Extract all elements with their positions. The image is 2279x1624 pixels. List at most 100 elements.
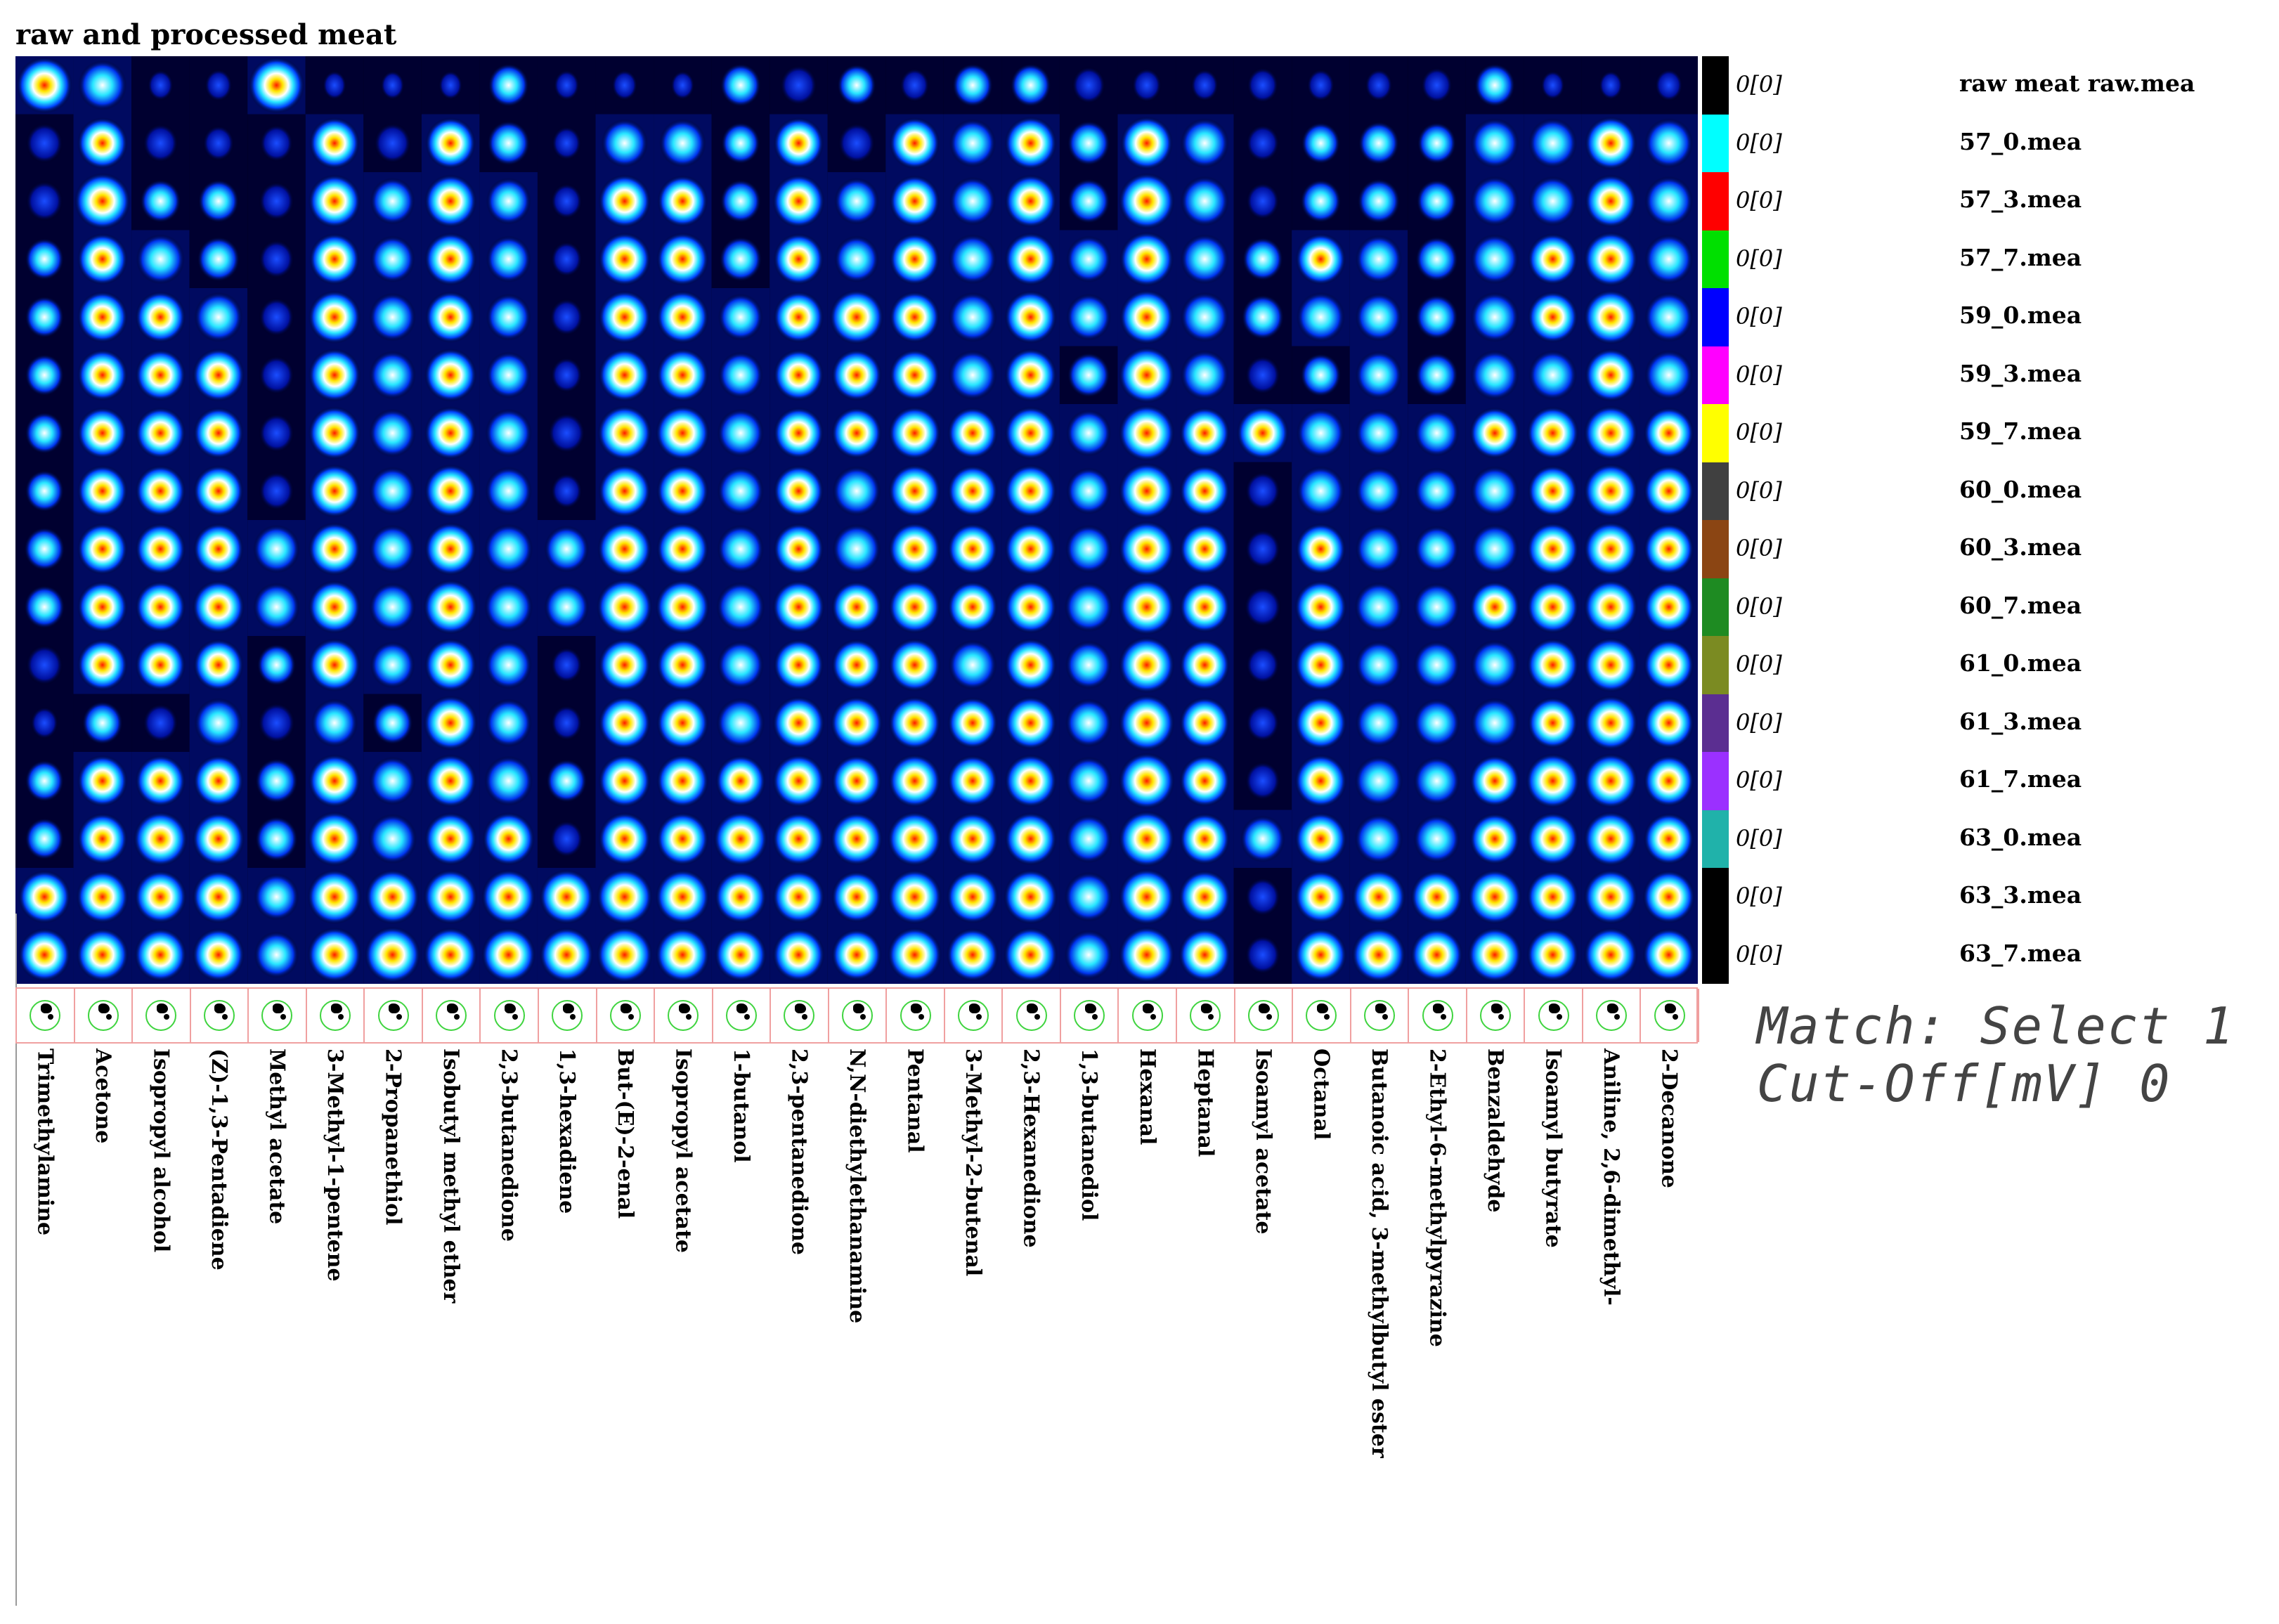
pattern-cell[interactable]	[1641, 989, 1699, 1042]
heatmap-spot	[380, 70, 405, 100]
pattern-cell[interactable]	[1003, 989, 1061, 1042]
heatmap-spot	[889, 291, 940, 343]
sample-label[interactable]: 63_7.mea	[1959, 939, 2082, 967]
pattern-cell[interactable]	[191, 989, 249, 1042]
heatmap-spot	[307, 927, 362, 982]
heatmap-spot	[424, 348, 477, 402]
legend-color-chip[interactable]	[1702, 56, 1729, 115]
pattern-cell[interactable]	[249, 989, 307, 1042]
pattern-dot-icon	[1556, 1014, 1562, 1020]
pattern-cell[interactable]	[597, 989, 656, 1042]
heatmap-spot	[1355, 292, 1403, 342]
sample-label[interactable]: 57_7.mea	[1959, 243, 2082, 271]
legend-color-chip[interactable]	[1702, 172, 1729, 230]
heatmap-spot	[1354, 755, 1403, 806]
heatmap-spot	[544, 583, 590, 631]
pattern-cell[interactable]	[1061, 989, 1119, 1042]
legend-color-chip[interactable]	[1702, 114, 1729, 172]
pattern-cell[interactable]	[423, 989, 481, 1042]
legend-color-chip[interactable]	[1702, 462, 1729, 520]
pattern-cell[interactable]	[1119, 989, 1178, 1042]
pattern-blob-icon	[1259, 1003, 1271, 1014]
legend-color-chip[interactable]	[1702, 694, 1729, 752]
pattern-cell[interactable]	[1467, 989, 1526, 1042]
pattern-blob-icon	[505, 1003, 517, 1014]
heatmap-spot	[254, 873, 299, 921]
heatmap-spot	[424, 522, 477, 576]
heatmap-spot	[192, 348, 245, 402]
heatmap-spot	[598, 638, 651, 692]
pattern-cell[interactable]	[829, 989, 888, 1042]
pattern-cell[interactable]	[1583, 989, 1642, 1042]
heatmap-spot	[1583, 637, 1638, 693]
heatmap-spot	[552, 126, 582, 160]
sample-label[interactable]: 61_7.mea	[1959, 765, 2082, 793]
heatmap-spot	[550, 473, 583, 509]
page-title: raw and processed meat	[15, 18, 397, 51]
heatmap-spot	[1469, 407, 1520, 459]
pattern-cell[interactable]	[1177, 989, 1235, 1042]
pattern-cell[interactable]	[771, 989, 829, 1042]
heatmap-spot	[596, 578, 653, 635]
heatmap-spot	[135, 523, 186, 575]
heatmap-spot	[25, 760, 65, 803]
pattern-cell[interactable]	[1409, 989, 1467, 1042]
heatmap-spot	[837, 64, 876, 107]
sample-label[interactable]: 63_3.mea	[1959, 881, 2082, 909]
heatmap-spot	[831, 639, 882, 691]
legend-color-chip[interactable]	[1702, 230, 1729, 288]
sample-label[interactable]: 60_7.mea	[1959, 591, 2082, 619]
legend-color-chip[interactable]	[1702, 520, 1729, 578]
sample-label[interactable]: 59_7.mea	[1959, 417, 2082, 446]
sample-label[interactable]: 63_0.mea	[1959, 823, 2082, 851]
heatmap-spot	[597, 521, 652, 577]
sample-label[interactable]: 61_3.mea	[1959, 707, 2082, 735]
sample-label[interactable]: 60_3.mea	[1959, 533, 2082, 561]
heatmap-spot	[135, 291, 186, 343]
legend-color-chip[interactable]	[1702, 578, 1729, 636]
pattern-cell[interactable]	[1235, 989, 1294, 1042]
heatmap-spot	[598, 232, 651, 286]
heatmap[interactable]	[15, 56, 1698, 984]
legend-color-chip[interactable]	[1702, 868, 1729, 926]
pattern-cell[interactable]	[133, 989, 191, 1042]
sample-label[interactable]: raw meat raw.mea	[1959, 70, 2195, 98]
legend-color-chip[interactable]	[1702, 404, 1729, 462]
legend-value: 0[0]	[1736, 419, 1782, 446]
pattern-cell[interactable]	[539, 989, 597, 1042]
pattern-cell[interactable]	[713, 989, 772, 1042]
sample-label[interactable]: 57_0.mea	[1959, 127, 2082, 155]
pattern-cell[interactable]	[1351, 989, 1410, 1042]
pattern-cell[interactable]	[1525, 989, 1583, 1042]
legend-color-chip[interactable]	[1702, 752, 1729, 810]
sample-label[interactable]: 59_3.mea	[1959, 359, 2082, 387]
heatmap-spot	[193, 639, 244, 691]
sample-label[interactable]: 60_0.mea	[1959, 475, 2082, 503]
sample-label[interactable]: 61_0.mea	[1959, 649, 2082, 677]
heatmap-spot	[596, 869, 653, 925]
pattern-cell[interactable]	[945, 989, 1004, 1042]
pattern-cell[interactable]	[481, 989, 539, 1042]
heatmap-spot	[259, 413, 294, 453]
pattern-cell[interactable]	[887, 989, 945, 1042]
heatmap-spot	[1245, 529, 1281, 569]
legend-color-chip[interactable]	[1702, 810, 1729, 868]
sample-label[interactable]: 57_3.mea	[1959, 186, 2082, 214]
heatmap-spot	[1118, 694, 1175, 751]
legend-color-chip[interactable]	[1702, 925, 1729, 984]
pattern-cell[interactable]	[75, 989, 134, 1042]
pattern-cell[interactable]	[1293, 989, 1351, 1042]
pattern-cell[interactable]	[17, 989, 75, 1042]
heatmap-spot	[143, 124, 178, 163]
legend-color-chip[interactable]	[1702, 636, 1729, 694]
heatmap-spot	[77, 117, 128, 169]
heatmap-spot	[716, 698, 765, 748]
pattern-cell[interactable]	[655, 989, 713, 1042]
pattern-cell[interactable]	[365, 989, 423, 1042]
heatmap-spot	[1526, 580, 1579, 634]
sample-label[interactable]: 59_0.mea	[1959, 301, 2082, 330]
legend-color-chip[interactable]	[1702, 346, 1729, 404]
pattern-cell[interactable]	[307, 989, 365, 1042]
heatmap-spot	[197, 236, 240, 282]
legend-color-chip[interactable]	[1702, 288, 1729, 346]
